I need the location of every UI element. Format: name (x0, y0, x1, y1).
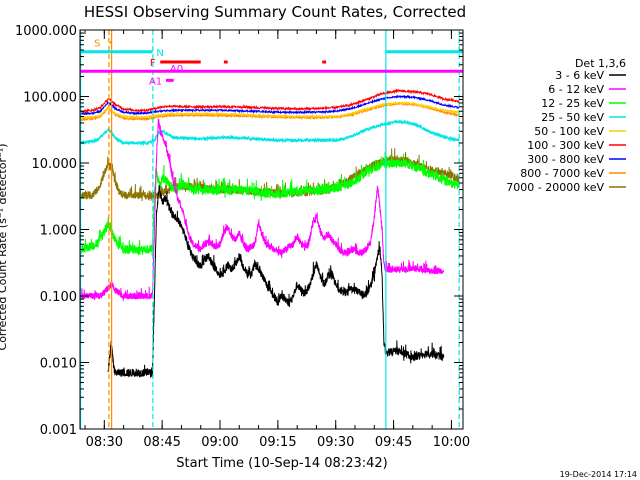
series-line-3-6-kev (107, 185, 445, 379)
legend-label-6-12-kev: 6 - 12 keV (548, 83, 604, 96)
series-line-25-50-kev (80, 119, 460, 147)
legend-label-300-800-kev: 300 - 800 keV (527, 153, 604, 166)
x-tick-label: 09:00 (201, 435, 238, 450)
x-tick-label: 08:30 (86, 435, 123, 450)
flag-label-n: N (156, 48, 163, 59)
plot-layer: S NF A0 A1 (79, 30, 463, 429)
flag-label-a0: A0 (170, 64, 183, 75)
legend-label-100-300-kev: 100 - 300 keV (527, 139, 604, 152)
y-tick-label: 1.000 (40, 224, 77, 239)
legend-label-12-25-kev: 12 - 25 keV (541, 97, 604, 110)
y-tick-label: 100.000 (23, 91, 77, 106)
series-line-12-25-kev (80, 151, 460, 256)
legend-label-3-6-kev: 3 - 6 keV (555, 69, 604, 82)
legend-label-800-7000-kev: 800 - 7000 keV (520, 167, 604, 180)
series-line-300-800-kev (80, 94, 460, 116)
x-tick-label: 09:45 (375, 435, 412, 450)
series-line-50-100-kev (80, 100, 460, 120)
legend-title: Det 1,3,6 (575, 57, 626, 70)
flag-label-f: F (150, 58, 156, 69)
series-line-100-300-kev (80, 88, 460, 114)
axis-layer: 0.001 0.010 0.100 1.000 10.000 100.000 1000.00… (15, 24, 470, 450)
plot-frame (79, 29, 464, 430)
flag-label-s: S (94, 38, 100, 49)
x-tick-label: 09:15 (259, 435, 296, 450)
legend-label-25-50-kev: 25 - 50 keV (541, 111, 604, 124)
flag-label-a1: A1 (149, 76, 162, 87)
chart-title: HESSI Observing Summary Count Rates, Cor… (84, 3, 466, 21)
y-tick-label: 0.001 (40, 423, 77, 438)
y-tick-label: 1000.000 (15, 24, 77, 39)
y-tick-label: 0.100 (40, 290, 77, 305)
x-tick-label: 08:45 (143, 435, 180, 450)
y-axis-label: Corrected Count Rate (s⁻¹ detector⁻¹) (0, 144, 9, 351)
x-axis-label: Start Time (10-Sep-14 08:23:42) (176, 456, 387, 471)
legend-label-7000-20000-kev: 7000 - 20000 keV (506, 181, 604, 194)
series-line-6-12-kev (80, 118, 445, 301)
y-tick-label: 0.010 (40, 357, 77, 372)
y-tick-label: 10.000 (32, 157, 78, 172)
legend-label-50-100-kev: 50 - 100 keV (534, 125, 604, 138)
x-tick-label: 10:00 (433, 435, 470, 450)
x-tick-label: 09:30 (317, 435, 354, 450)
generation-timestamp: 19-Dec-2014 17:14 (560, 470, 637, 479)
